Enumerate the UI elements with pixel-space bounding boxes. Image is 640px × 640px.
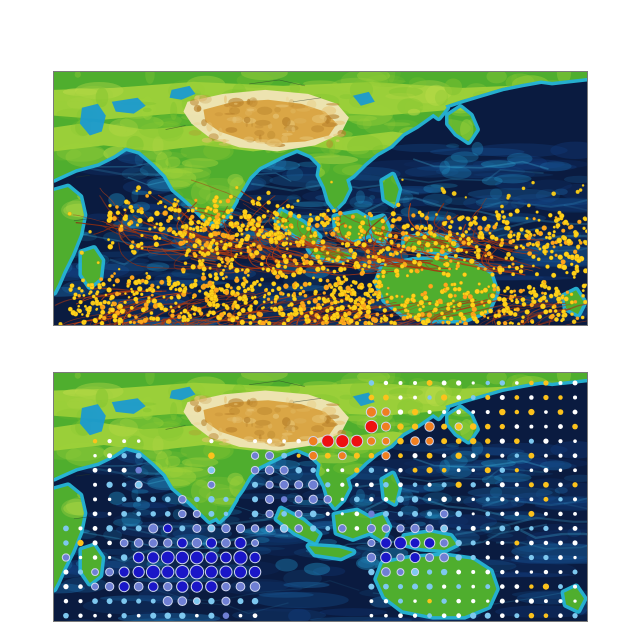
panel-anomaly-bubbles[interactable] xyxy=(53,372,588,622)
panel-cyclone-tracks[interactable] xyxy=(53,71,588,326)
basemap-top xyxy=(54,72,587,325)
basemap-bottom xyxy=(54,373,587,621)
